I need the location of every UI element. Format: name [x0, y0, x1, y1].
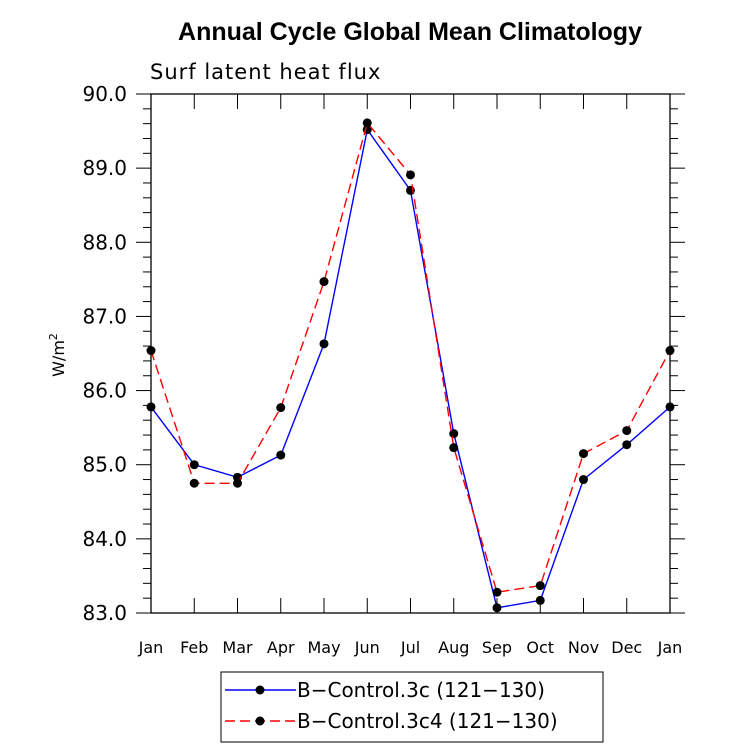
data-point-series-2 — [492, 587, 502, 597]
y-axis-label: W/m2 — [47, 333, 68, 377]
y-tick-label: 85.0 — [82, 453, 127, 477]
data-point-series-1 — [319, 339, 329, 349]
y-tick-label: 90.0 — [82, 82, 127, 106]
data-point-series-2 — [406, 170, 415, 180]
x-tick-label: Jan — [657, 638, 683, 657]
data-point-series-2 — [449, 443, 459, 453]
x-tick-label: Apr — [267, 638, 295, 657]
legend: B−Control.3c (121−130) B−Control.3c4 (12… — [220, 671, 604, 743]
data-point-series-1 — [579, 475, 588, 485]
data-point-series-2 — [233, 478, 242, 488]
data-point-series-2 — [189, 478, 199, 488]
x-tick-label: Jun — [354, 638, 380, 657]
legend-label-series-1: B−Control.3c (121−130) — [297, 678, 545, 702]
data-point-series-1 — [622, 440, 632, 450]
data-point-series-2 — [362, 118, 372, 128]
data-point-series-1 — [276, 450, 286, 460]
data-point-series-1 — [146, 402, 156, 412]
data-point-series-1 — [189, 460, 199, 470]
chart-title: Annual Cycle Global Mean Climatology — [178, 18, 642, 46]
data-point-series-1 — [449, 429, 459, 439]
data-point-series-2 — [146, 346, 156, 356]
x-tick-label: Jul — [400, 638, 420, 657]
x-tick-label: May — [307, 638, 340, 657]
series-line-1 — [150, 127, 671, 609]
y-tick-label: 84.0 — [82, 527, 127, 551]
data-point-series-1 — [535, 595, 545, 605]
data-point-series-2 — [276, 403, 286, 413]
x-tick-label: Feb — [180, 638, 208, 657]
x-tick-label: Nov — [568, 638, 599, 657]
legend-marker-series-2 — [255, 716, 265, 726]
data-point-series-2 — [665, 346, 675, 356]
data-point-series-2 — [579, 449, 588, 459]
x-tick-label: Mar — [222, 638, 253, 657]
series-layer — [146, 118, 675, 613]
y-tick-label: 86.0 — [82, 379, 127, 403]
data-point-series-2 — [319, 277, 329, 287]
x-tick-label: Oct — [526, 638, 554, 657]
x-tick-label: Sep — [482, 638, 512, 657]
data-point-series-2 — [622, 426, 632, 436]
x-tick-label: Aug — [438, 638, 469, 657]
data-point-series-2 — [535, 581, 545, 591]
data-point-series-1 — [492, 603, 502, 613]
x-tick-labels: Jan Feb Mar Apr May Jun Jul Aug Sep Oct Nov Dec Jan — [138, 638, 683, 657]
y-tick-label: 87.0 — [82, 304, 127, 328]
legend-marker-series-1 — [255, 685, 265, 695]
legend-box — [220, 671, 604, 743]
y-tick-labels: 83.0 84.0 85.0 86.0 87.0 88.0 89.0 90.0 — [82, 82, 127, 625]
x-tick-label: Dec — [611, 638, 642, 657]
y-tick-label: 88.0 — [82, 230, 127, 254]
data-point-series-1 — [665, 402, 675, 412]
y-tick-label: 89.0 — [82, 156, 127, 180]
y-tick-label: 83.0 — [82, 601, 127, 625]
chart-subtitle: Surf latent heat flux — [150, 60, 381, 84]
legend-label-series-2: B−Control.3c4 (121−130) — [297, 709, 558, 733]
x-tick-label: Jan — [138, 638, 164, 657]
